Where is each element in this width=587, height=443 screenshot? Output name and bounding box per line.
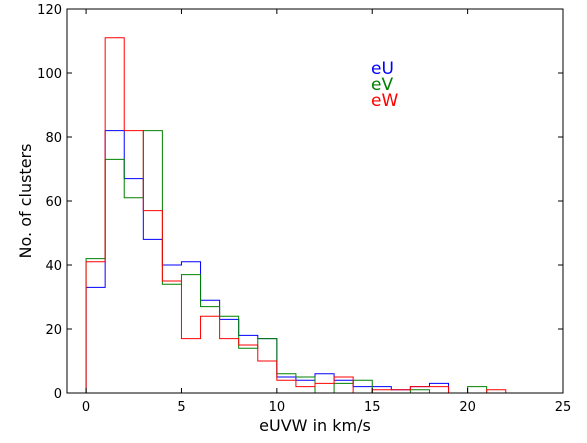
y-axis-title: No. of clusters	[16, 144, 35, 259]
y-tick-label: 100	[37, 67, 62, 82]
plot-area-frame	[66, 8, 564, 394]
y-tick-label: 20	[45, 323, 62, 338]
y-tick-label: 0	[54, 387, 62, 402]
series-layer	[85, 37, 563, 394]
legend-label-eW: eW	[371, 91, 398, 111]
x-tick-label: 15	[364, 400, 381, 415]
x-tick-label: 10	[269, 400, 286, 415]
y-tick-label: 40	[45, 259, 62, 274]
x-axis-title: eUVW in km/s	[259, 416, 371, 435]
tick-layer: 0 5 10 15 20 25 0 20 40 60 80 100 120	[37, 3, 571, 415]
legend-label-eV: eV	[371, 75, 393, 95]
series-eW-histogram	[85, 37, 563, 394]
x-tick-label: 0	[82, 400, 90, 415]
series-eV-histogram	[85, 130, 563, 394]
x-tick-label: 25	[555, 400, 572, 415]
series-eU-histogram	[85, 130, 563, 394]
x-tick-label: 5	[177, 400, 185, 415]
x-tick-label: 20	[459, 400, 476, 415]
y-tick-label: 120	[37, 3, 62, 18]
y-tick-label: 60	[45, 195, 62, 210]
legend-label-eU: eU	[371, 59, 394, 79]
y-tick-label: 80	[45, 131, 62, 146]
